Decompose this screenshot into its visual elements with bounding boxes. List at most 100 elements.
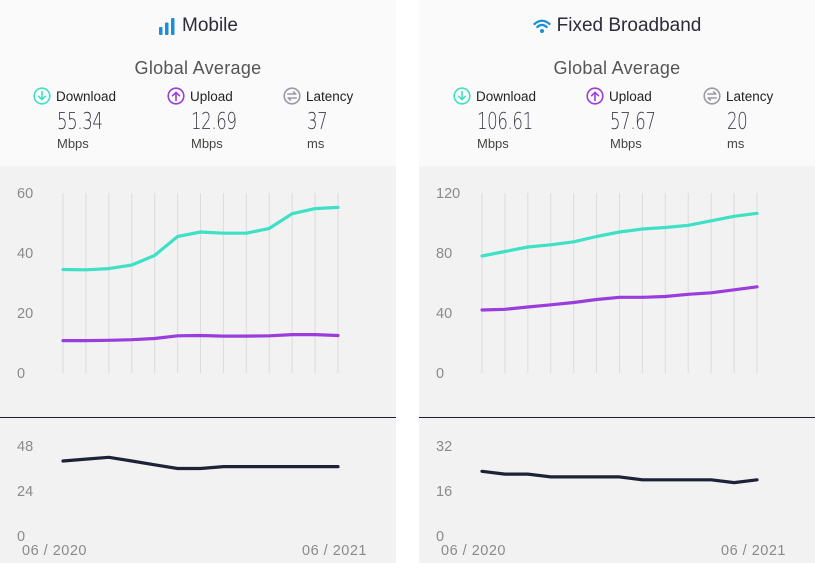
fixed-title-row: Fixed Broadband xyxy=(419,12,815,40)
fixed-download-label: Download xyxy=(476,88,537,104)
mobile-latency-label: Latency xyxy=(306,88,354,104)
fixed-speed-ytick-40: 40 xyxy=(436,306,452,322)
fixed-latency-latency-point-1 xyxy=(503,472,507,476)
mobile-download-value: 55.34 xyxy=(57,109,103,135)
mobile-upload-unit: Mbps xyxy=(191,136,223,151)
fixed-speed-download-point-10 xyxy=(709,219,713,222)
mobile-latency-latency-point-8 xyxy=(245,465,248,468)
mobile-speed-ytick-0: 0 xyxy=(17,366,25,382)
fixed-speed-download-point-4 xyxy=(572,240,575,243)
fixed-download-unit: Mbps xyxy=(477,136,509,151)
mobile-speed-ytick-20: 20 xyxy=(17,306,33,322)
mobile-speed-download-point-5 xyxy=(176,235,179,238)
fixed-latency-label: Latency xyxy=(726,88,774,104)
mobile-speed-upload-point-2 xyxy=(107,339,111,342)
fixed-download-value: 106.61 xyxy=(477,109,533,135)
fixed-date-start: 06 / 2020 xyxy=(441,543,506,559)
latency-arrows-circle-icon xyxy=(283,87,301,105)
fixed-speed-upload-point-12 xyxy=(755,285,759,288)
fixed-speed-download-point-0 xyxy=(480,254,484,258)
mobile-latency-latency-point-5 xyxy=(176,467,179,470)
mobile-chart-divider xyxy=(0,417,396,418)
mobile-latency-latency-point-1 xyxy=(84,457,88,461)
fixed-speed-upload-point-8 xyxy=(664,295,667,298)
mobile-speed-download-point-11 xyxy=(313,207,317,210)
fixed-latency-latency-point-9 xyxy=(687,478,690,481)
fixed-speed-upload-point-5 xyxy=(595,298,598,301)
arrow-up-circle-icon xyxy=(586,87,604,105)
fixed-latency-ytick-16: 16 xyxy=(436,484,452,500)
fixed-subtitle: Global Average xyxy=(553,58,681,78)
mobile-upload-value: 12.69 xyxy=(191,109,237,135)
wifi-icon xyxy=(533,19,551,33)
fixed-speed-download-point-1 xyxy=(503,250,507,253)
fixed-speed-upload-point-10 xyxy=(709,291,713,294)
mobile-latency-latency-point-12 xyxy=(336,465,340,468)
mobile-title: Mobile xyxy=(182,15,238,36)
fixed-title: Fixed Broadband xyxy=(556,15,702,36)
mobile-speed-ytick-60: 60 xyxy=(17,186,33,202)
mobile-charts: 0 20 40 60 0 24 48 06 / 2020 06 / 2021 xyxy=(17,186,367,559)
mobile-latency-latency-point-9 xyxy=(268,465,271,468)
mobile-date-start: 06 / 2020 xyxy=(22,543,87,559)
fixed-latency-latency-point-3 xyxy=(549,475,552,479)
mobile-speed-download-point-12 xyxy=(336,206,340,209)
fixed-latency-latency-point-2 xyxy=(526,472,530,476)
mobile-speed-upload-point-3 xyxy=(130,338,133,341)
fixed-speed-upload-point-7 xyxy=(641,296,644,299)
fixed-upload-unit: Mbps xyxy=(610,136,642,151)
mobile-latency-unit: ms xyxy=(307,136,325,151)
mobile-speed-download-point-9 xyxy=(268,227,271,230)
fixed-speed-upload-point-0 xyxy=(480,308,484,312)
fixed-speed-ytick-80: 80 xyxy=(436,246,452,262)
mobile-title-row: Mobile xyxy=(0,12,396,40)
fixed-speed-ytick-120: 120 xyxy=(436,186,460,202)
mobile-speed-upload-point-0 xyxy=(61,339,65,342)
fixed-summary: Fixed Broadband Global Average Download … xyxy=(419,0,815,166)
mobile-speed-ytick-40: 40 xyxy=(17,246,33,262)
mobile-summary: Mobile Global Average Download 55.34 Mbp… xyxy=(0,0,396,166)
mobile-speed-upload-point-8 xyxy=(245,334,248,338)
fixed-speed-upload-point-3 xyxy=(549,303,552,306)
mobile-speed-upload-point-11 xyxy=(313,333,317,336)
mobile-speed-upload-point-5 xyxy=(176,334,179,337)
fixed-broadband-panel: Fixed Broadband Global Average Download … xyxy=(419,0,815,563)
mobile-speed-download-point-0 xyxy=(61,268,65,271)
mobile-latency-ytick-24: 24 xyxy=(17,484,33,500)
mobile-latency-latency-line xyxy=(61,455,340,471)
mobile-speed-download-point-7 xyxy=(222,232,225,235)
mobile-latency-latency-point-3 xyxy=(130,459,133,463)
mobile-latency-latency-point-11 xyxy=(313,465,317,468)
fixed-chart-divider xyxy=(419,417,815,418)
mobile-speed-upload-point-10 xyxy=(290,333,294,336)
fixed-speed-ytick-0: 0 xyxy=(436,366,444,382)
fixed-upload-label: Upload xyxy=(609,88,652,104)
mobile-latency-metric: Latency 37 ms xyxy=(283,87,393,151)
fixed-latency-latency-point-11 xyxy=(732,481,736,484)
mobile-speed-download-point-6 xyxy=(199,230,202,234)
mobile-speed-upload-point-1 xyxy=(84,339,88,342)
mobile-download-label: Download xyxy=(56,88,117,104)
mobile-speed-download-point-10 xyxy=(290,212,294,215)
fixed-latency-latency-point-0 xyxy=(480,470,484,473)
fixed-upload-metric: Upload 57.67 Mbps xyxy=(586,87,696,151)
mobile-speed-upload-point-4 xyxy=(153,337,156,340)
fixed-latency-latency-point-7 xyxy=(641,478,644,481)
mobile-latency-latency-point-0 xyxy=(61,459,65,463)
mobile-download-unit: Mbps xyxy=(57,136,89,151)
mobile-latency-latency-point-2 xyxy=(107,456,111,459)
mobile-latency-latency-point-10 xyxy=(290,465,294,468)
fixed-speed-download-point-5 xyxy=(595,235,598,238)
latency-arrows-circle-icon xyxy=(703,87,721,105)
fixed-latency-metric: Latency 20 ms xyxy=(703,87,813,151)
arrow-down-circle-icon xyxy=(33,87,51,105)
mobile-date-end: 06 / 2021 xyxy=(302,543,367,559)
mobile-latency-latency-point-4 xyxy=(153,463,156,466)
fixed-speed-download-point-6 xyxy=(618,230,621,234)
mobile-speed-download-point-1 xyxy=(84,268,88,271)
mobile-latency-ytick-0: 0 xyxy=(17,529,25,545)
mobile-speed-download-point-3 xyxy=(130,263,133,267)
fixed-latency-value: 20 xyxy=(727,109,748,135)
arrow-up-circle-icon xyxy=(167,87,185,105)
fixed-latency-latency-point-10 xyxy=(709,478,713,481)
